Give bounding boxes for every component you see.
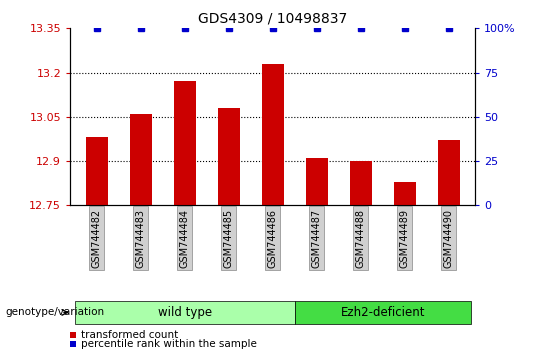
Text: percentile rank within the sample: percentile rank within the sample	[82, 339, 257, 349]
Text: transformed count: transformed count	[82, 330, 179, 340]
Title: GDS4309 / 10498837: GDS4309 / 10498837	[198, 12, 347, 26]
Text: GSM744487: GSM744487	[312, 209, 322, 268]
Bar	[86, 137, 107, 205]
Text: GSM744486: GSM744486	[268, 209, 278, 268]
Bar	[130, 114, 152, 205]
Bar	[306, 158, 328, 205]
Text: GSM744483: GSM744483	[136, 209, 146, 268]
Text: Ezh2-deficient: Ezh2-deficient	[341, 306, 425, 319]
Text: wild type: wild type	[158, 306, 212, 319]
Text: GSM744485: GSM744485	[224, 209, 234, 268]
Bar	[438, 141, 460, 205]
Bar	[218, 108, 240, 205]
Bar	[174, 81, 195, 205]
Text: GSM744488: GSM744488	[356, 209, 366, 268]
Bar	[262, 64, 284, 205]
Text: GSM744484: GSM744484	[180, 209, 190, 268]
Bar	[394, 182, 416, 205]
Text: GSM744482: GSM744482	[92, 209, 102, 268]
Text: genotype/variation: genotype/variation	[5, 307, 105, 318]
Text: GSM744489: GSM744489	[400, 209, 410, 268]
Text: GSM744490: GSM744490	[444, 209, 454, 268]
Bar	[350, 161, 372, 205]
